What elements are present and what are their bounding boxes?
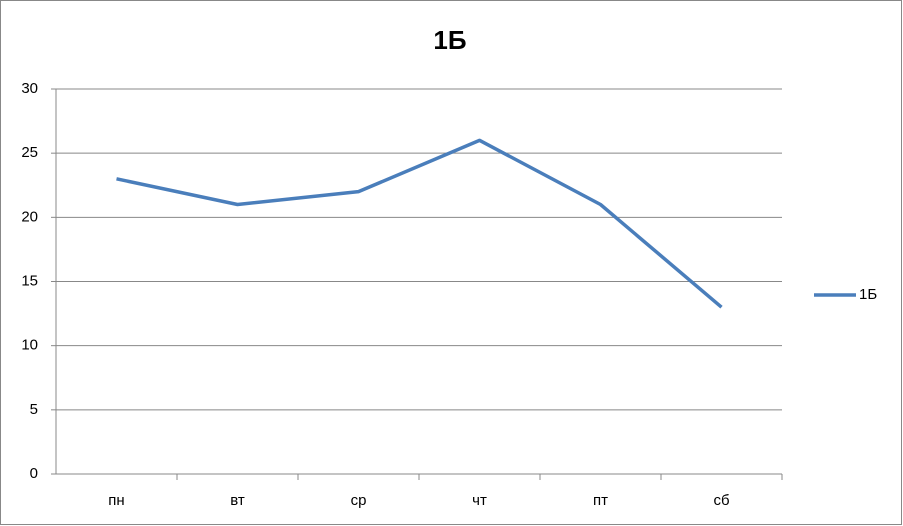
x-tick-label: чт bbox=[472, 492, 487, 509]
line-series bbox=[116, 138, 723, 309]
chart-title: 1Б bbox=[433, 25, 466, 55]
x-tick-label: пн bbox=[108, 492, 124, 509]
y-tick-label: 20 bbox=[21, 208, 38, 225]
y-tick-label: 15 bbox=[21, 272, 38, 289]
legend-label: 1Б bbox=[859, 286, 877, 303]
x-tick-label: сб bbox=[713, 492, 729, 509]
x-tick-label: пт bbox=[593, 492, 608, 509]
y-tick-label: 5 bbox=[30, 401, 38, 418]
x-tick-label: вт bbox=[230, 492, 245, 509]
y-tick-label: 10 bbox=[21, 337, 38, 354]
x-tick-label: ср bbox=[351, 492, 367, 509]
y-tick-label: 25 bbox=[21, 144, 38, 161]
y-tick-label: 30 bbox=[21, 80, 38, 97]
y-tick-label: 0 bbox=[30, 465, 38, 482]
